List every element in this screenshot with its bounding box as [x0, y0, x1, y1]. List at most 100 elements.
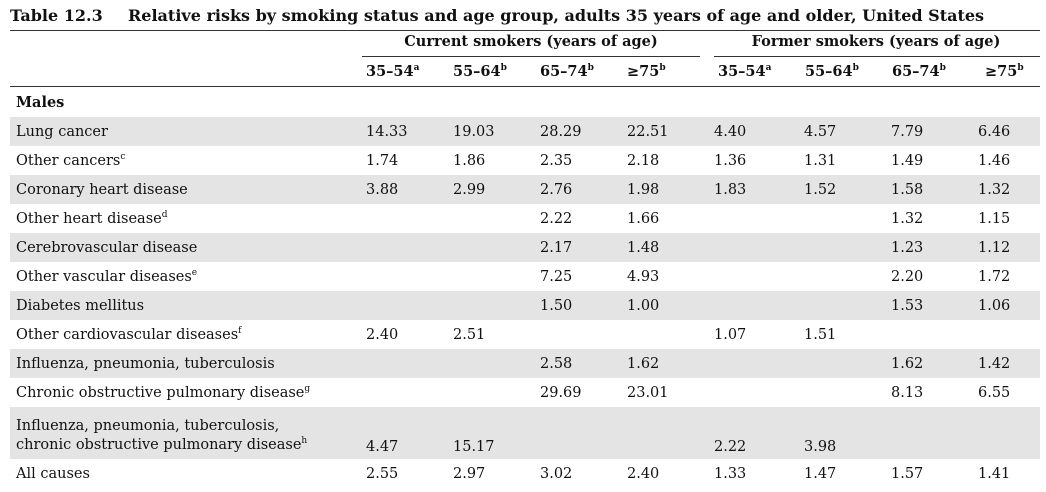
table-cell: 1.66 — [627, 210, 660, 227]
table-cell: 7.25 — [540, 268, 573, 285]
table-cell — [798, 262, 885, 291]
table-cell: 4.40 — [708, 117, 798, 146]
table-cell: 2.17 — [534, 233, 621, 262]
column-header: 35–54a — [366, 60, 419, 84]
table-cell: 19.03 — [447, 117, 534, 146]
table-title: Table 12.3 Relative risks by smoking sta… — [10, 3, 984, 27]
table-cell — [972, 407, 1041, 459]
row-label: Influenza, pneumonia, tuberculosis — [10, 349, 360, 378]
table-cell: 4.57 — [798, 117, 885, 146]
table-cell — [360, 349, 447, 378]
table-row: Influenza, pneumonia, tuberculosis 2.58 1.… — [10, 349, 1041, 378]
row-label: Chronic obstructive pulmonary diseaseg — [10, 378, 360, 407]
row-label-text: Cerebrovascular disease — [16, 239, 198, 256]
table-cell: 1.46 — [978, 152, 1011, 169]
table-cell — [708, 291, 798, 320]
table-cell: 1.52 — [798, 175, 885, 204]
table-cell: 1.53 — [885, 291, 972, 320]
relative-risk-table: Males Lung cancer 14.33 19.03 28.29 22.51 4.40… — [10, 88, 1041, 488]
table-row: Other cancersc 1.74 1.86 2.35 2.18 1.36 1.31 1.… — [10, 146, 1040, 175]
table-cell: 1.51 — [804, 326, 837, 343]
table-cell: 15.17 — [447, 407, 534, 459]
table-cell: 2.76 — [534, 175, 621, 204]
group-rule-former — [714, 56, 1040, 57]
table-cell: 6.55 — [978, 384, 1011, 401]
table-cell — [972, 320, 1040, 349]
table-cell: 1.00 — [621, 291, 708, 320]
table-cell — [447, 291, 534, 320]
table-cell: 3.02 — [540, 465, 573, 482]
table-cell: 1.62 — [885, 349, 972, 378]
row-label-text: Influenza, pneumonia, tuberculosis — [16, 355, 275, 372]
table-cell: 2.99 — [447, 175, 534, 204]
table-cell: 1.42 — [972, 349, 1041, 378]
column-header-footnote: b — [587, 63, 594, 74]
table-cell — [798, 233, 885, 262]
row-label-text: Influenza, pneumonia, tuberculosis, — [16, 418, 280, 434]
column-header: ≥75b — [985, 60, 1024, 84]
table-body: Males Lung cancer 14.33 19.03 28.29 22.51 4.40… — [10, 88, 1041, 488]
table-cell — [360, 204, 447, 233]
row-label-text: Other cardiovascular diseases — [16, 326, 239, 343]
table-cell — [621, 407, 708, 459]
table-cell: 28.29 — [534, 117, 621, 146]
table-cell: 1.36 — [714, 152, 747, 169]
row-label-text: Other cancers — [16, 152, 121, 169]
table-cell: 3.88 — [360, 175, 447, 204]
table-row: Chronic obstructive pulmonary diseaseg 29… — [10, 378, 1040, 407]
row-label: Other heart diseased — [10, 204, 360, 233]
column-header: 35–54a — [718, 60, 771, 84]
table-cell: 1.58 — [885, 175, 972, 204]
table-cell: 1.31 — [804, 152, 837, 169]
table-cell: 2.18 — [627, 152, 660, 169]
table-cell: 22.51 — [621, 117, 708, 146]
table-cell: 2.22 — [708, 407, 798, 459]
row-label-footnote: h — [301, 436, 308, 447]
column-header-label: 65–74 — [892, 63, 940, 80]
table-cell: 6.46 — [972, 117, 1041, 146]
table-cell: 2.97 — [453, 465, 486, 482]
table-cell: 7.79 — [885, 117, 972, 146]
table-cell: 4.93 — [627, 268, 660, 285]
column-header-label: 65–74 — [540, 63, 588, 80]
table-cell — [447, 233, 534, 262]
row-label-text: Diabetes mellitus — [16, 297, 145, 314]
table-cell: 1.83 — [708, 175, 798, 204]
top-rule — [10, 30, 1040, 31]
table-cell: 1.48 — [621, 233, 708, 262]
row-label: Lung cancer — [10, 117, 360, 146]
table-cell — [885, 407, 972, 459]
column-header: 65–74b — [540, 60, 594, 84]
table-cell: 1.47 — [804, 465, 837, 482]
table-cell: 1.74 — [366, 152, 399, 169]
table-row: Other vascular diseasese 7.25 4.93 2.20 1.72 — [10, 262, 1040, 291]
row-label-text-line2: chronic obstructive pulmonary disease — [16, 437, 302, 453]
table-cell: 1.07 — [714, 326, 747, 343]
column-header-label: ≥75 — [985, 63, 1018, 80]
row-label-text: Other heart disease — [16, 210, 162, 227]
table-cell: 2.20 — [891, 268, 924, 285]
table-cell — [708, 204, 798, 233]
table-row: Diabetes mellitus 1.50 1.00 1.53 1.06 — [10, 291, 1041, 320]
table-cell: 1.62 — [621, 349, 708, 378]
table-cell — [360, 262, 447, 291]
column-header-footnote: b — [1017, 63, 1024, 74]
row-label-text: All causes — [16, 465, 90, 482]
table-row: Other heart diseased 2.22 1.66 1.32 1.15 — [10, 204, 1040, 233]
row-label: Influenza, pneumonia, tuberculosis, chron… — [10, 407, 360, 459]
table-cell: 2.40 — [366, 326, 399, 343]
row-label-text: Chronic obstructive pulmonary disease — [16, 384, 305, 401]
table-cell: 2.35 — [540, 152, 573, 169]
section-label: Males — [16, 94, 65, 111]
column-header-label: 55–64 — [453, 63, 501, 80]
row-label: Other vascular diseasese — [10, 262, 360, 291]
table-cell: 1.50 — [534, 291, 621, 320]
table-cell — [621, 320, 708, 349]
table-cell — [447, 262, 534, 291]
table-cell: 14.33 — [360, 117, 447, 146]
group-header-former: Former smokers (years of age) — [751, 33, 1001, 50]
table-cell — [360, 378, 447, 407]
column-header-footnote: b — [939, 63, 946, 74]
column-header-label: ≥75 — [627, 63, 660, 80]
table-cell: 23.01 — [627, 384, 669, 401]
